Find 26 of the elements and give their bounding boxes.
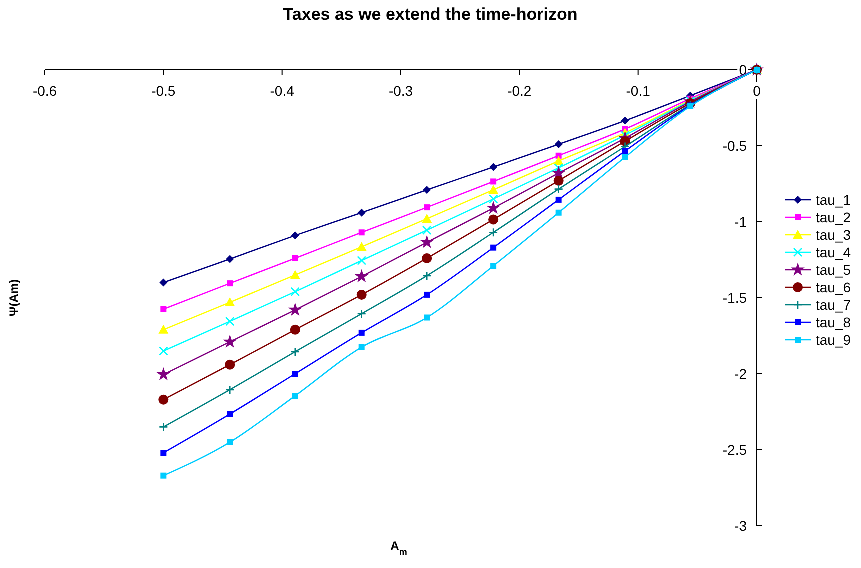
legend-label: tau_3: [816, 227, 852, 243]
y-tick-label: -1: [734, 214, 748, 230]
legend-label: tau_1: [816, 192, 852, 208]
x-tick-label: 0: [753, 83, 762, 99]
y-tick-label: -2.5: [722, 442, 748, 458]
x-tick-label: -0.1: [626, 83, 651, 99]
y-tick-label: -3: [734, 518, 748, 534]
x-tick-label: -0.2: [508, 83, 532, 99]
x-tick-label: -0.6: [32, 83, 58, 99]
legend-label: tau_8: [816, 314, 852, 330]
y-tick-label: 0: [739, 62, 748, 78]
legend-label: tau_9: [816, 332, 852, 348]
y-tick-label: -1.5: [722, 290, 748, 306]
chart-title: Taxes as we extend the time-horizon: [283, 5, 578, 24]
legend-label: tau_5: [816, 262, 852, 278]
y-axis-title: Ψ(Am): [7, 279, 21, 317]
x-axis-title: A$_{m}$: [390, 539, 408, 557]
y-tick-label: -2: [734, 366, 748, 382]
legend-label: tau_7: [816, 297, 852, 313]
x-tick-label: -0.5: [152, 83, 176, 99]
x-tick-label: -0.4: [270, 83, 295, 99]
y-tick-label: -0.5: [722, 138, 748, 154]
legend-label: tau_4: [816, 244, 852, 260]
legend-label: tau_2: [816, 210, 852, 226]
legend-label: tau_6: [816, 280, 852, 296]
x-tick-label: -0.3: [388, 83, 414, 99]
